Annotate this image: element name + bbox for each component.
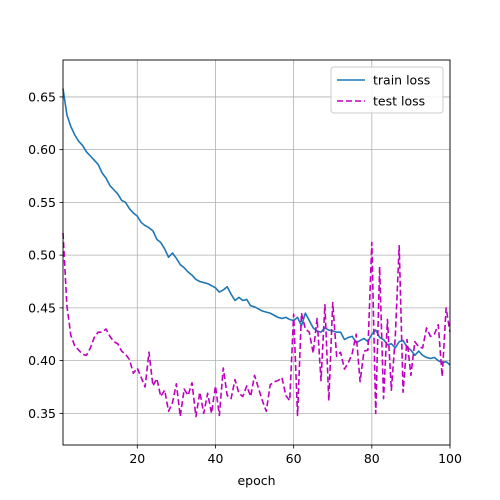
y-tick-label: 0.45 [28,300,56,315]
y-tick-label: 0.50 [28,248,56,263]
y-tick-label: 0.40 [28,353,56,368]
train-loss-line [62,88,451,366]
plot-frame [62,59,451,446]
x-tick-label: 60 [286,451,302,466]
series-layer [62,88,451,418]
legend: train loss test loss [330,66,444,114]
y-tick-label: 0.60 [28,142,56,157]
legend-label-test-loss: test loss [373,94,425,109]
x-axis-label: epoch [237,473,275,488]
x-tick-label: 80 [364,451,380,466]
y-tick-label: 0.35 [28,406,56,421]
legend-label-train-loss: train loss [373,73,430,88]
x-tick-label: 20 [129,451,145,466]
tick-layer: 20 40 60 80 100 0.35 0.40 0.45 0.50 0.55 0.60 0.65 [28,89,462,466]
y-tick-label: 0.55 [28,195,56,210]
test-loss-line [62,232,451,418]
y-tick-label: 0.65 [28,89,56,104]
x-tick-label: 100 [438,451,462,466]
x-tick-label: 40 [208,451,224,466]
